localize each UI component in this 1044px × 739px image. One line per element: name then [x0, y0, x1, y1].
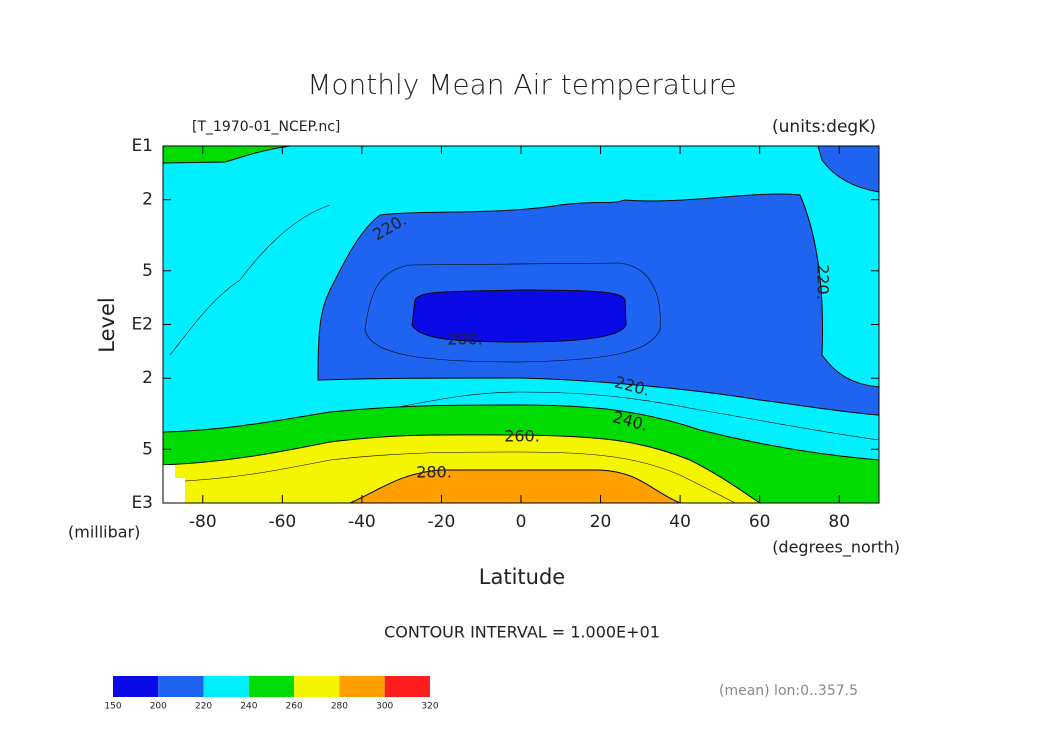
- region: [411, 289, 627, 343]
- missing-data: [163, 465, 185, 503]
- contour-label: 220.: [814, 264, 833, 300]
- colorbar-label: 240: [240, 702, 257, 712]
- contour-line: [364, 262, 661, 363]
- colorbar-label: 320: [421, 702, 438, 712]
- colorbar-label: 280: [331, 702, 348, 712]
- x-tick-label: 20: [590, 512, 612, 532]
- y-tick-label: E1: [131, 136, 153, 156]
- colorbar-label: 220: [195, 702, 212, 712]
- subtitle: [T_1970-01_NCEP.nc]: [192, 119, 340, 135]
- chart-title: Monthly Mean Air temperature: [307, 68, 737, 101]
- contour-label: 260.: [504, 427, 540, 446]
- y-tick-label: E2: [131, 315, 153, 335]
- footer: CONTOUR INTERVAL = 1.000E+01: [384, 623, 660, 642]
- x-tick-label: 80: [828, 512, 850, 532]
- colorbar-box: [158, 676, 204, 697]
- colorbar-label: 300: [376, 702, 393, 712]
- y-tick-label: 2: [142, 368, 153, 388]
- plot-area: [162, 145, 880, 504]
- colorbar-box: [248, 676, 295, 697]
- colorbar-box: [339, 676, 385, 697]
- units-label: (units:degK): [772, 117, 876, 137]
- y-tick-label: E3: [131, 493, 153, 513]
- colorbar-label: 150: [104, 702, 121, 712]
- contour-label: 200.: [447, 330, 483, 349]
- colorbar-label: 260: [286, 702, 303, 712]
- y-axis-label: Level: [95, 297, 119, 352]
- colorbar-label: 200: [150, 702, 167, 712]
- colorbar-box: [384, 676, 430, 697]
- contour-line: [162, 451, 736, 504]
- colorbar-box: [113, 676, 159, 697]
- x-units: (degrees_north): [772, 538, 900, 558]
- x-tick-label: 40: [669, 512, 691, 532]
- y-units: (millibar): [68, 523, 140, 542]
- contour-line: [169, 204, 331, 356]
- region: [349, 469, 681, 504]
- colorbar-box: [294, 676, 340, 697]
- y-tick-label: 2: [142, 190, 153, 210]
- contour-label: 280.: [416, 463, 452, 482]
- x-tick-label: -20: [428, 512, 456, 532]
- y-tick-label: 5: [142, 439, 153, 459]
- x-tick-label: 60: [749, 512, 771, 532]
- x-tick-label: 0: [516, 512, 527, 532]
- x-axis-label: Latitude: [479, 565, 565, 589]
- colorbar-box: [203, 676, 249, 697]
- y-tick-label: 5: [142, 261, 153, 281]
- x-tick-label: -40: [348, 512, 376, 532]
- note: (mean) lon:0..357.5: [719, 683, 858, 699]
- x-tick-label: -60: [268, 512, 296, 532]
- x-tick-label: -80: [189, 512, 217, 532]
